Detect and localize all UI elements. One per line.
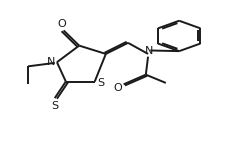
- Text: N: N: [145, 46, 153, 56]
- Text: S: S: [97, 78, 104, 88]
- Text: O: O: [57, 19, 66, 29]
- Text: S: S: [51, 101, 58, 111]
- Text: O: O: [114, 83, 122, 93]
- Text: N: N: [47, 57, 55, 67]
